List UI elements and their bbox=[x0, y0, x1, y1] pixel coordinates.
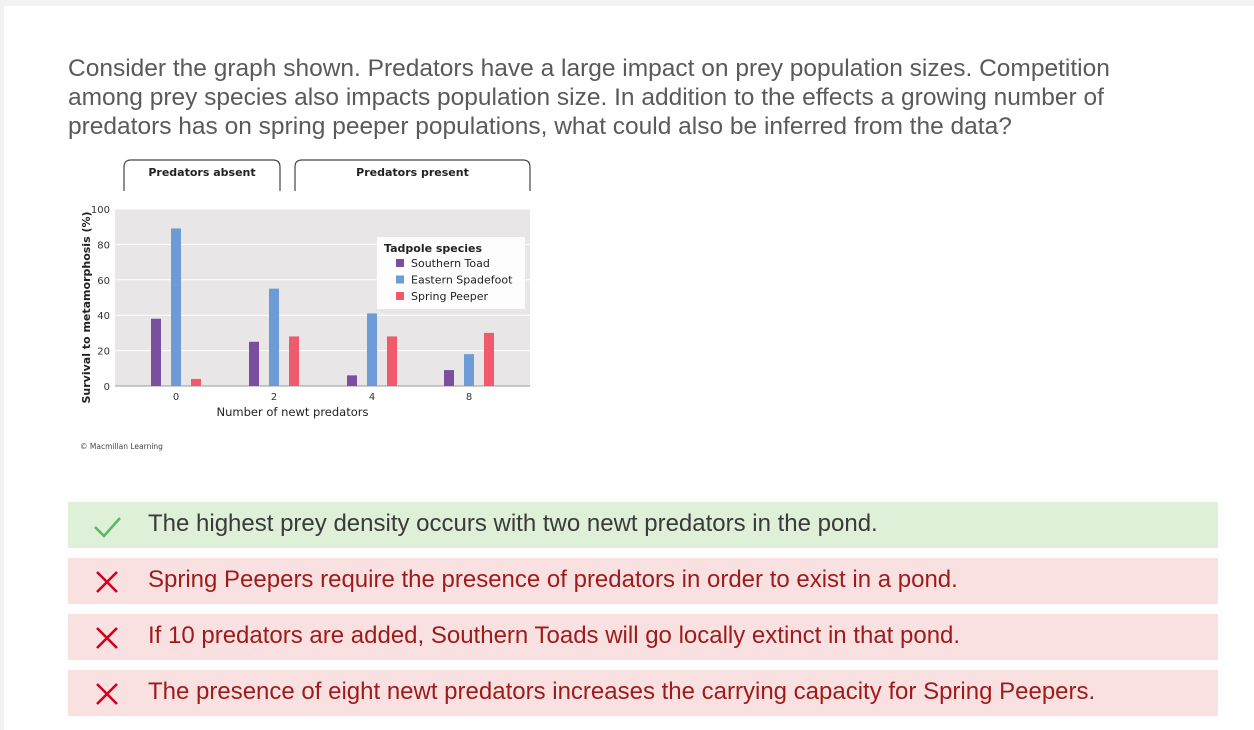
chart-header-bracket bbox=[294, 159, 531, 191]
answer-option-1[interactable]: The highest prey density occurs with two… bbox=[68, 502, 1218, 548]
bar-southern-toad bbox=[347, 375, 357, 386]
legend-title: Tadpole species bbox=[384, 242, 483, 255]
bar-spring-peeper bbox=[387, 336, 397, 386]
legend-swatch bbox=[396, 275, 404, 284]
y-tick-label: 100 bbox=[91, 205, 110, 216]
chart-credit: © Macmillan Learning bbox=[80, 442, 163, 451]
legend-swatch bbox=[396, 292, 404, 300]
answer-option-2[interactable]: Spring Peepers require the presence of p… bbox=[68, 558, 1218, 604]
y-tick-label: 60 bbox=[97, 276, 110, 287]
legend-swatch bbox=[396, 259, 404, 267]
x-tick-label: 8 bbox=[466, 392, 472, 403]
legend-item-label: Spring Peeper bbox=[411, 290, 489, 303]
answer-option-3[interactable]: If 10 predators are added, Southern Toad… bbox=[68, 614, 1218, 660]
bar-southern-toad bbox=[249, 341, 259, 386]
bar-southern-toad bbox=[444, 370, 454, 386]
chart-svg: Predators absent Predators present0204060… bbox=[80, 159, 531, 451]
answer-text: The highest prey density occurs with two… bbox=[148, 510, 878, 537]
cross-icon bbox=[96, 627, 118, 649]
bar-spring-peeper bbox=[484, 332, 494, 386]
chart-header-label: Predators absent bbox=[148, 166, 255, 179]
y-axis-label: Survival to metamorphosis (%) bbox=[80, 211, 93, 403]
answer-text: If 10 predators are added, Southern Toad… bbox=[148, 622, 961, 649]
bar-eastern-spadefoot bbox=[269, 288, 279, 386]
x-tick-label: 2 bbox=[271, 392, 277, 403]
bar-eastern-spadefoot bbox=[367, 313, 377, 386]
check-icon bbox=[94, 517, 121, 538]
answer-text: Spring Peepers require the presence of p… bbox=[148, 566, 958, 593]
chart-header-bracket bbox=[123, 159, 281, 191]
answer-text: The presence of eight newt predators inc… bbox=[148, 678, 1096, 705]
x-tick-label: 4 bbox=[369, 392, 375, 403]
x-tick-label: 0 bbox=[173, 392, 179, 403]
chart: Predators absent Predators present 0 20 40 60… bbox=[68, 155, 548, 460]
bar-eastern-spadefoot bbox=[464, 354, 474, 386]
cross-icon bbox=[96, 571, 118, 593]
legend-item-label: Eastern Spadefoot bbox=[411, 274, 513, 287]
x-axis-label: Number of newt predators bbox=[217, 405, 369, 419]
question-text: Consider the graph shown. Predators have… bbox=[68, 55, 1110, 140]
chart-header-label: Predators present bbox=[356, 166, 469, 179]
bar-eastern-spadefoot bbox=[171, 228, 181, 386]
legend-item-label: Southern Toad bbox=[411, 257, 490, 270]
cross-icon bbox=[96, 683, 118, 705]
y-tick-label: 0 bbox=[104, 382, 110, 393]
y-tick-label: 20 bbox=[97, 347, 110, 358]
y-tick-label: 40 bbox=[97, 311, 110, 322]
bar-southern-toad bbox=[151, 318, 161, 386]
y-tick-label: 80 bbox=[97, 240, 110, 251]
bar-spring-peeper bbox=[191, 378, 201, 386]
answer-option-4[interactable]: The presence of eight newt predators inc… bbox=[68, 670, 1218, 716]
bar-spring-peeper bbox=[289, 336, 299, 386]
